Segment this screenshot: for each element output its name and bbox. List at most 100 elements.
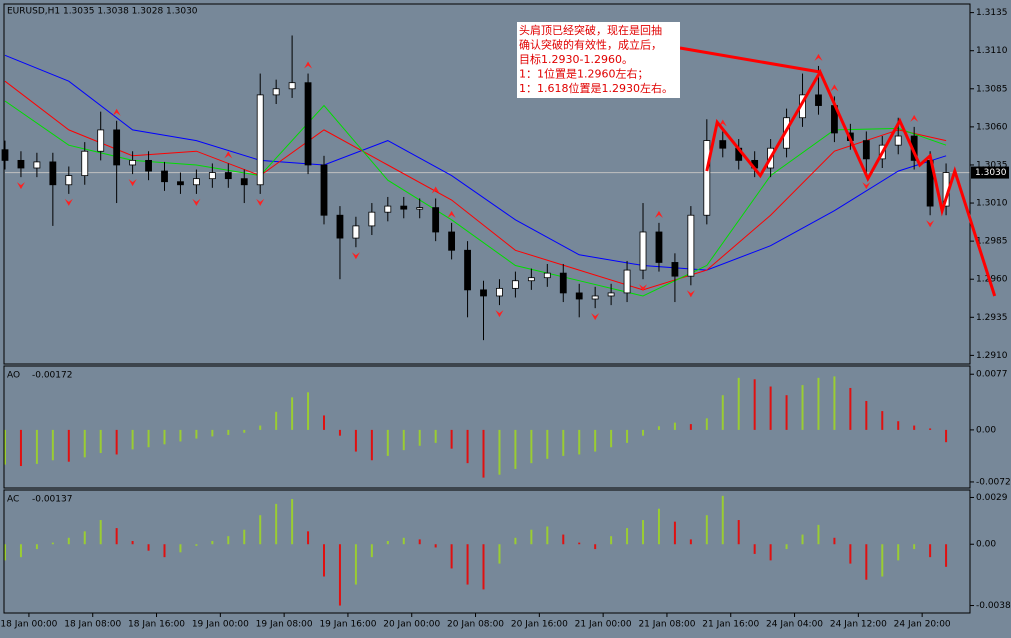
y-tick-label: 1.3035 <box>976 160 1008 170</box>
x-tick-label: 20 Jan 16:00 <box>511 620 568 630</box>
candle-body <box>352 225 360 239</box>
candle-body <box>113 129 121 166</box>
candle-body <box>559 272 567 294</box>
y-tick-label: 1.3110 <box>976 46 1008 56</box>
y-tick-label: 1.3135 <box>976 8 1008 18</box>
candle-body <box>145 159 152 172</box>
candle-body <box>368 211 376 227</box>
fractal-up <box>654 210 663 218</box>
x-tick-label: 19 Jan 16:00 <box>319 620 376 630</box>
fractal-up <box>830 84 839 92</box>
last-price-box <box>971 166 1009 179</box>
x-tick-label: 24 Jan 12:00 <box>830 620 887 630</box>
fractal-up <box>431 186 440 194</box>
candle-body <box>256 94 264 186</box>
candle-body <box>49 161 57 186</box>
ao-frame <box>3 365 971 489</box>
fractal-down <box>64 198 73 206</box>
fractal-down <box>192 198 201 206</box>
x-tick-label: 18 Jan 16:00 <box>128 620 185 630</box>
annotation-pointer <box>679 46 821 74</box>
candle-body <box>496 287 503 297</box>
x-tick-label: 21 Jan 00:00 <box>575 620 632 630</box>
fractal-up <box>447 210 456 218</box>
x-tick-label: 20 Jan 08:00 <box>447 620 504 630</box>
moving-average <box>4 54 947 271</box>
y-tick-label: 0.0077 <box>976 370 1008 380</box>
candle-body <box>575 292 583 300</box>
y-tick-label: 1.3060 <box>976 122 1008 132</box>
fractal-up <box>224 151 233 159</box>
candle-body <box>671 262 679 277</box>
y-tick-label: 1.3010 <box>976 199 1008 209</box>
ao-current: -0.00172 <box>32 371 72 381</box>
y-tick-label: 1.2910 <box>976 351 1008 361</box>
ac-current: -0.00137 <box>32 495 72 505</box>
candle-body <box>703 140 711 216</box>
candle-body <box>687 214 695 277</box>
fractal-up <box>910 114 919 122</box>
fractal-down <box>16 182 25 190</box>
y-tick-label: -0.0072 <box>976 477 1011 487</box>
annotation: 头肩顶已经突破，现在是回抽确认突破的有效性，成立后，目标1.2930-1.296… <box>517 22 680 98</box>
candle-body <box>320 164 328 216</box>
candle-body <box>129 159 137 166</box>
ac-name: AC <box>7 495 19 505</box>
y-tick-label: 1.2985 <box>976 237 1008 247</box>
candle-body <box>161 170 168 183</box>
candle-body <box>17 159 25 169</box>
x-tick-label: 24 Jan 04:00 <box>766 620 823 630</box>
x-tick-label: 18 Jan 00:00 <box>0 620 57 630</box>
annotation-line: 1：1位置是1.2960左右； <box>519 67 649 81</box>
x-tick-label: 24 Jan 20:00 <box>894 620 951 630</box>
candle-body <box>512 280 519 289</box>
candle-body <box>272 88 280 96</box>
y-tick-label: 0.00 <box>976 540 996 550</box>
candle-body <box>607 292 615 297</box>
annotation-line: 1：1.618位置是1.2930左右。 <box>519 81 673 95</box>
fractal-down <box>639 284 648 292</box>
ao-name: AO <box>7 371 20 381</box>
candle-body <box>224 172 232 180</box>
chart-title: EURUSD,H1 1.3035 1.3038 1.3028 1.3030 <box>7 7 198 17</box>
candle-body <box>862 140 870 160</box>
y-tick-label: 1.3085 <box>976 84 1008 94</box>
candle-body <box>480 289 487 297</box>
annotation-line: 确认突破的有效性，成立后， <box>519 38 662 52</box>
candle-body <box>193 178 200 186</box>
candle-body <box>543 272 551 279</box>
x-tick-label: 21 Jan 08:00 <box>638 620 695 630</box>
candle-body <box>591 295 599 300</box>
fractal-up <box>112 108 121 116</box>
x-tick-label: 21 Jan 16:00 <box>702 620 759 630</box>
candle-body <box>336 214 344 239</box>
candle-body <box>527 277 535 282</box>
fractal-down <box>351 252 360 260</box>
candle-body <box>288 82 296 90</box>
x-tick-label: 19 Jan 00:00 <box>192 620 249 630</box>
annotation-line: 目标1.2930-1.2960。 <box>519 52 633 66</box>
candle-body <box>400 205 408 210</box>
fractal-down <box>256 198 265 206</box>
candle-body <box>384 205 392 213</box>
candle-body <box>464 249 471 291</box>
candle-body <box>304 82 312 166</box>
candle-body <box>719 140 727 149</box>
candle-body <box>639 231 647 271</box>
y-tick-label: 0.0029 <box>976 493 1008 503</box>
last-price-label: 1.3030 <box>975 168 1007 178</box>
candle-body <box>448 231 456 251</box>
candle-body <box>432 207 440 233</box>
candle-body <box>815 94 822 106</box>
candle-body <box>208 172 216 180</box>
candle-body <box>894 135 902 146</box>
candle-body <box>33 161 41 169</box>
candle-body <box>240 178 248 186</box>
annotation-line: 头肩顶已经突破，现在是回抽 <box>519 23 662 37</box>
candle-body <box>97 129 105 152</box>
x-tick-label: 19 Jan 08:00 <box>256 620 313 630</box>
y-tick-label: 0.00 <box>976 425 996 435</box>
x-tick-label: 18 Jan 08:00 <box>64 620 121 630</box>
y-tick-label: 1.2935 <box>976 313 1008 323</box>
